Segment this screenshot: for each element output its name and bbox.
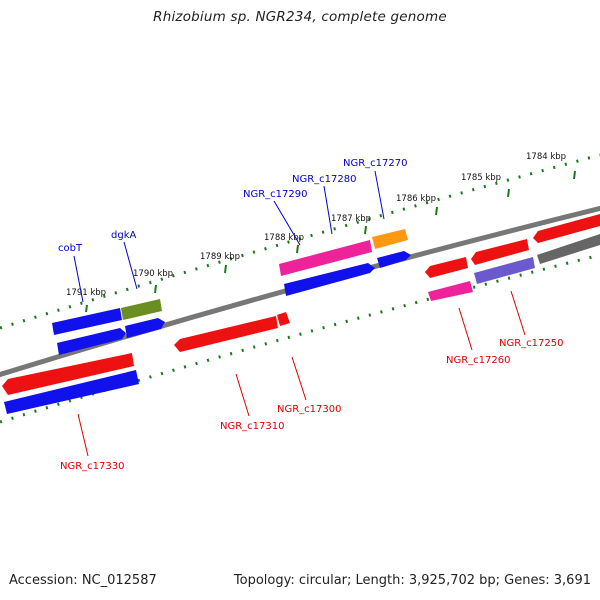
scale-label: 1789 kbp (200, 252, 240, 262)
major-ticks (85, 170, 576, 313)
reverse-gene-labels: NGR_c17330 NGR_c17310 NGR_c17300 NGR_c17… (60, 338, 564, 472)
leader-line (77, 413, 89, 457)
leader-line (458, 307, 473, 351)
leader-line (291, 356, 307, 401)
gene-label[interactable]: NGR_c17280 (292, 174, 357, 185)
gene-arrow-fwd[interactable] (125, 318, 165, 338)
gene-label[interactable]: dgkA (111, 230, 136, 241)
leader-line (73, 255, 84, 303)
gene-arrow-ngr-c17330[interactable] (2, 353, 134, 395)
reverse-genes (2, 214, 600, 414)
genome-summary-text: Topology: circular; Length: 3,925,702 bp… (233, 573, 591, 588)
gene-label[interactable]: NGR_c17260 (446, 355, 511, 366)
leader-line (123, 241, 138, 290)
scale-label: 1787 kbp (331, 214, 371, 224)
scale-label: 1791 kbp (66, 288, 106, 298)
leader-line (374, 170, 385, 220)
gene-arrow-rev[interactable] (4, 370, 139, 414)
gene-label[interactable]: NGR_c17290 (243, 189, 308, 200)
gene-arrow-rev[interactable] (425, 257, 468, 278)
gene-arrow-ngr-c17300[interactable] (277, 312, 290, 326)
gene-arrow-ngr-c17270[interactable] (372, 229, 408, 249)
gene-arrow-dgka[interactable] (121, 299, 162, 320)
accession-text: Accession: NC_012587 (9, 573, 157, 588)
gene-arrow-ngr-c17310[interactable] (174, 316, 278, 352)
gene-arrow-ngr-c17260[interactable] (428, 281, 473, 301)
scale-labels: 1791 kbp 1790 kbp 1789 kbp 1788 kbp 1787… (66, 152, 566, 298)
scale-label: 1788 kbp (264, 233, 304, 243)
scale-label: 1786 kbp (396, 194, 436, 204)
gene-label[interactable]: NGR_c17250 (499, 338, 564, 349)
label-leaders (73, 170, 526, 457)
scale-track-inner (0, 253, 600, 424)
map-title: Rhizobium sp. NGR234, complete genome (153, 9, 447, 25)
gene-arrow-ngr-c17250[interactable] (474, 257, 535, 284)
gene-label[interactable]: NGR_c17310 (220, 421, 285, 432)
leader-line (323, 185, 333, 235)
leader-line (510, 290, 526, 336)
forward-gene-labels: cobT dgkA NGR_c17290 NGR_c17280 NGR_c172… (58, 158, 408, 254)
gene-label[interactable]: cobT (58, 243, 83, 254)
gene-arrow-cobt[interactable] (52, 308, 122, 335)
gene-arrow-fwd[interactable] (57, 328, 126, 355)
scale-label: 1790 kbp (133, 269, 173, 279)
scale-track-outer (0, 153, 600, 330)
gene-label[interactable]: NGR_c17300 (277, 404, 342, 415)
leader-line (273, 200, 301, 246)
gene-arrow-fwd[interactable] (377, 251, 411, 268)
gene-arrow-rev[interactable] (471, 239, 529, 265)
scale-label: 1785 kbp (461, 173, 501, 183)
scale-label: 1784 kbp (526, 152, 566, 162)
gene-arrow-ngr-c17290[interactable] (279, 240, 372, 276)
gene-label[interactable]: NGR_c17330 (60, 461, 125, 472)
gene-arrow-fwd[interactable] (284, 263, 375, 296)
forward-genes (52, 229, 535, 355)
gene-arrow-rev[interactable] (533, 214, 600, 243)
leader-line (235, 373, 250, 417)
gene-label[interactable]: NGR_c17270 (343, 158, 408, 169)
gene-arrow-rev[interactable] (537, 234, 600, 264)
